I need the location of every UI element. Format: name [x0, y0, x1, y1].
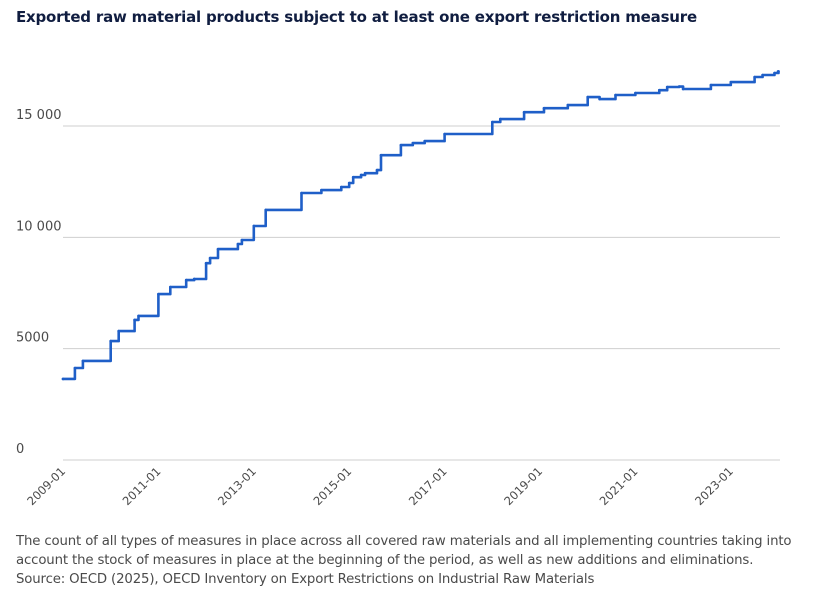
- data-point: [566, 103, 570, 107]
- x-tick-label: 2009-01: [24, 464, 68, 508]
- x-tick-label: 2021-01: [597, 464, 641, 508]
- data-point: [240, 238, 244, 242]
- data-point: [399, 143, 403, 147]
- series-layer: [61, 70, 780, 381]
- y-tick-label: 0: [16, 442, 24, 457]
- data-point: [300, 191, 303, 195]
- gridlines: [63, 125, 780, 461]
- data-point: [208, 256, 212, 260]
- chart-title: Exported raw material products subject t…: [16, 8, 697, 26]
- data-point: [443, 132, 446, 136]
- data-point: [411, 141, 415, 145]
- data-point: [598, 97, 601, 101]
- data-point: [363, 171, 367, 175]
- data-point: [657, 88, 661, 92]
- data-point: [117, 329, 120, 333]
- data-point: [709, 83, 713, 87]
- data-point: [379, 153, 383, 157]
- data-point: [729, 80, 733, 84]
- data-point: [236, 242, 240, 246]
- data-point: [375, 168, 379, 172]
- caption-source: Source: OECD (2025), OECD Inventory on E…: [16, 572, 595, 587]
- y-tick-label: 15 000: [16, 108, 62, 123]
- chart-caption: The count of all types of measures in pl…: [16, 532, 816, 589]
- data-point: [753, 75, 756, 79]
- x-tick-label: 2023-01: [692, 464, 736, 508]
- data-point: [614, 93, 617, 97]
- data-point: [359, 173, 363, 177]
- data-point: [339, 185, 343, 189]
- data-point: [61, 377, 65, 381]
- y-axis-ticks: 0 5000 10 000 15 000: [16, 108, 62, 457]
- data-point: [777, 70, 780, 73]
- x-tick-label: 2015-01: [310, 464, 354, 508]
- data-point: [347, 181, 351, 185]
- data-point: [586, 95, 589, 99]
- data-point: [491, 120, 494, 124]
- data-point: [204, 261, 208, 265]
- x-tick-label: 2019-01: [501, 464, 545, 508]
- data-point: [677, 85, 681, 88]
- data-point: [133, 318, 136, 322]
- data-point: [184, 278, 188, 282]
- x-tick-label: 2011-01: [120, 464, 164, 508]
- series-line: [61, 70, 780, 381]
- data-point: [498, 117, 502, 121]
- data-point: [192, 277, 196, 281]
- data-point: [216, 247, 220, 251]
- x-tick-label: 2017-01: [406, 464, 450, 508]
- data-point: [761, 73, 764, 77]
- data-point: [423, 139, 427, 143]
- data-point: [542, 106, 546, 110]
- x-axis-ticks: 2009-01 2011-01 2013-01 2015-01 2017-01 2019-…: [24, 464, 736, 508]
- data-point: [522, 110, 526, 114]
- data-point: [681, 87, 685, 91]
- data-point: [157, 292, 160, 296]
- data-point: [169, 285, 172, 289]
- caption-note-line-2: account the stock of measures in place a…: [16, 553, 754, 568]
- data-point: [320, 188, 323, 192]
- y-tick-label: 10 000: [16, 219, 62, 234]
- x-tick-label: 2013-01: [215, 464, 259, 508]
- data-point: [264, 208, 268, 212]
- data-point: [73, 366, 77, 370]
- data-point: [252, 224, 256, 228]
- data-point: [109, 339, 112, 343]
- data-point: [351, 175, 355, 179]
- y-tick-label: 5000: [16, 331, 49, 346]
- data-point: [81, 359, 85, 363]
- data-point: [137, 314, 140, 318]
- data-point: [773, 71, 776, 75]
- caption-note-line-1: The count of all types of measures in pl…: [16, 534, 792, 549]
- data-point: [665, 85, 669, 89]
- data-point: [634, 91, 637, 95]
